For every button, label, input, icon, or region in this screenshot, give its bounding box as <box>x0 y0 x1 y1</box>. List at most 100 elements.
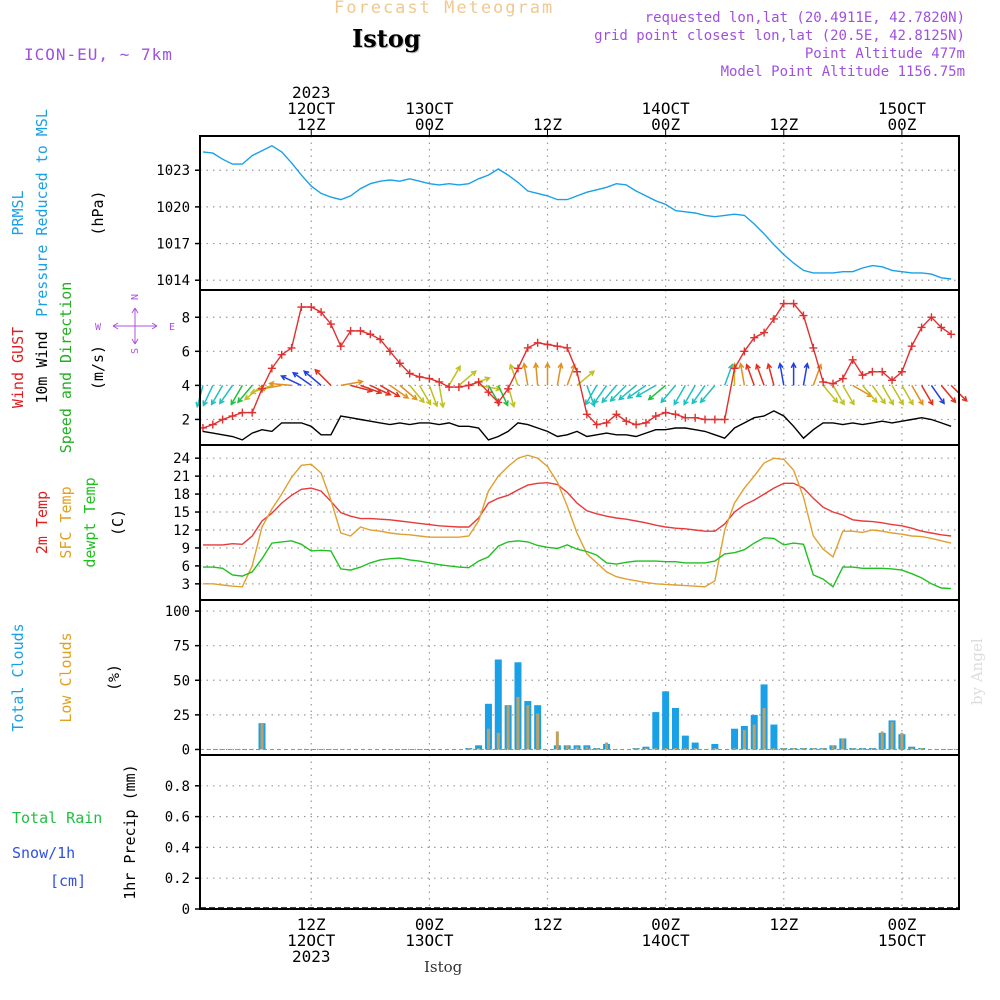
low-cloud-bar <box>673 748 677 750</box>
y-tick-label: 0.2 <box>165 871 190 887</box>
gust-marker <box>494 398 503 407</box>
low-cloud-bar <box>752 724 756 750</box>
gust-marker <box>917 323 926 332</box>
total-cloud-bar <box>671 707 679 750</box>
wind-arrow-head <box>202 400 208 407</box>
wind-arrow-head <box>249 388 257 395</box>
panel-side-label: 2m Temp <box>33 491 51 554</box>
wind-arrow-head <box>230 399 236 406</box>
wind-arrow-head <box>738 362 745 369</box>
gridpoint-coords: grid point closest lon,lat (20.5E, 42.81… <box>594 28 965 44</box>
low-cloud-bar <box>595 748 599 750</box>
gust-marker <box>848 355 857 364</box>
gust-marker <box>267 364 276 373</box>
wind-arrow <box>389 384 409 399</box>
wind-arrow-head <box>243 394 251 401</box>
low-cloud-bar <box>880 731 884 750</box>
gust-marker <box>691 413 700 422</box>
wind-arrow-head <box>777 362 784 369</box>
panel-side-label: [cm] <box>50 872 86 890</box>
y-tick-label: 18 <box>173 487 190 503</box>
wind-arrow-head <box>790 361 797 369</box>
gust-marker <box>346 326 355 335</box>
gust-marker <box>661 408 670 417</box>
y-tick-label: 1023 <box>156 163 190 179</box>
panel-side-label: Wind GUST <box>9 327 27 408</box>
wind-arrow-head <box>425 399 432 406</box>
wind-arrow-head <box>237 397 243 404</box>
wind-arrow-head <box>849 399 855 406</box>
requested-coords: requested lon,lat (20.4911E, 42.7820N) <box>644 10 965 26</box>
compass-north: N <box>130 294 141 300</box>
time-axis-label: 12Z <box>297 915 326 934</box>
time-axis-label: 00Z <box>415 915 444 934</box>
y-tick-label: 0.6 <box>165 810 190 826</box>
point-altitude: Point Altitude 477m <box>804 46 965 62</box>
wind-arrow <box>314 369 332 386</box>
gust-marker <box>385 347 394 356</box>
gust-marker <box>592 420 601 429</box>
wind-arrow <box>636 384 657 398</box>
wind-arrow <box>940 384 956 403</box>
total-cloud-bar <box>711 743 719 750</box>
y-tick-label: 12 <box>173 523 190 539</box>
wind-arrow-head <box>508 363 515 370</box>
y-tick-label: 1017 <box>156 237 190 253</box>
panel-side-label: (m/s) <box>89 345 107 390</box>
wind-arrow-head <box>470 370 477 377</box>
y-tick-label: 4 <box>182 378 190 394</box>
time-axis-label: 12Z <box>533 115 562 134</box>
low-cloud-bar <box>841 738 845 750</box>
gust-marker <box>474 377 483 386</box>
gust-marker <box>769 314 778 323</box>
low-cloud-bar <box>762 707 766 750</box>
total-cloud-bar <box>662 691 670 750</box>
gust-marker <box>641 418 650 427</box>
gust-marker <box>937 323 946 332</box>
low-cloud-bar <box>742 730 746 750</box>
gust-marker <box>297 303 306 312</box>
wind-arrow-head <box>683 399 689 406</box>
wind-arrow <box>202 385 214 406</box>
wind-arrow-head <box>755 363 761 370</box>
gust-marker <box>730 364 739 373</box>
low-cloud-bar <box>851 748 855 750</box>
wind-arrow <box>585 385 598 405</box>
wind-arrow <box>683 385 696 405</box>
gust-marker <box>317 308 326 317</box>
wind-arrow <box>601 384 617 403</box>
time-axis-label: 00Z <box>651 915 680 934</box>
gust-marker <box>671 410 680 419</box>
gust-marker <box>622 417 631 426</box>
gust-marker <box>563 343 572 352</box>
low-cloud-bar <box>792 748 796 750</box>
gust-marker <box>484 388 493 397</box>
gust-marker <box>228 412 237 421</box>
time-axis-label: 14OCT <box>642 931 691 950</box>
panel-side-label: PRMSL <box>9 190 27 235</box>
precip-frame <box>199 754 960 910</box>
wind-arrow-head <box>503 400 509 407</box>
compass-ns-arrow <box>131 307 139 345</box>
gust-marker <box>888 376 897 385</box>
panel-side-label: 1hr Precip (mm) <box>121 764 139 899</box>
time-axis-label: 2023 <box>292 947 331 966</box>
gust-marker <box>573 367 582 376</box>
low-cloud-bar <box>900 732 904 750</box>
gust-marker <box>907 342 916 351</box>
wind-arrow-head <box>385 390 392 396</box>
gust-marker <box>710 415 719 424</box>
time-axis-label: 12Z <box>297 115 326 134</box>
wind-arrow <box>618 384 637 401</box>
gust-marker <box>366 330 375 339</box>
low-cloud-bar <box>870 748 874 750</box>
low-cloud-bar <box>516 696 520 750</box>
pressure-frame <box>199 135 960 291</box>
wind-arrow <box>842 385 855 405</box>
wind-arrow <box>891 385 904 405</box>
low-cloud-bar <box>575 746 579 750</box>
gust-marker <box>464 381 473 390</box>
wind-arrow-head <box>961 395 968 403</box>
gust-marker <box>553 342 562 351</box>
wind-arrow <box>660 384 677 403</box>
